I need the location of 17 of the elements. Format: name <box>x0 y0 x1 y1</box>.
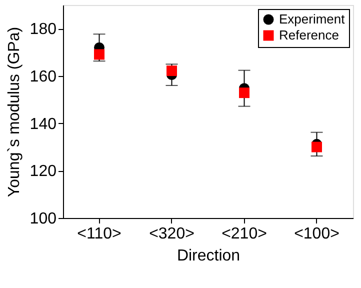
point <box>312 142 322 152</box>
x-tick-label: <110> <box>77 226 122 242</box>
point <box>94 49 104 60</box>
y-tick-label: 180 <box>30 21 57 38</box>
legend-label: Experiment <box>279 12 346 26</box>
x-tick-label: <320> <box>149 226 194 242</box>
x-axis-title: Direction <box>176 248 240 264</box>
x-tick-label: <100> <box>294 226 340 242</box>
y-tick-label: 100 <box>30 210 57 228</box>
y-tick-label: 160 <box>30 68 57 86</box>
point <box>239 88 250 98</box>
point <box>166 66 177 76</box>
legend-label: Reference <box>279 28 339 42</box>
x-tick-label: <210> <box>222 226 267 242</box>
y-axis-title: Young`s modulus (GPa) <box>6 26 23 198</box>
y-tick-label: 120 <box>30 163 57 180</box>
y-tick-label: 140 <box>30 116 57 133</box>
